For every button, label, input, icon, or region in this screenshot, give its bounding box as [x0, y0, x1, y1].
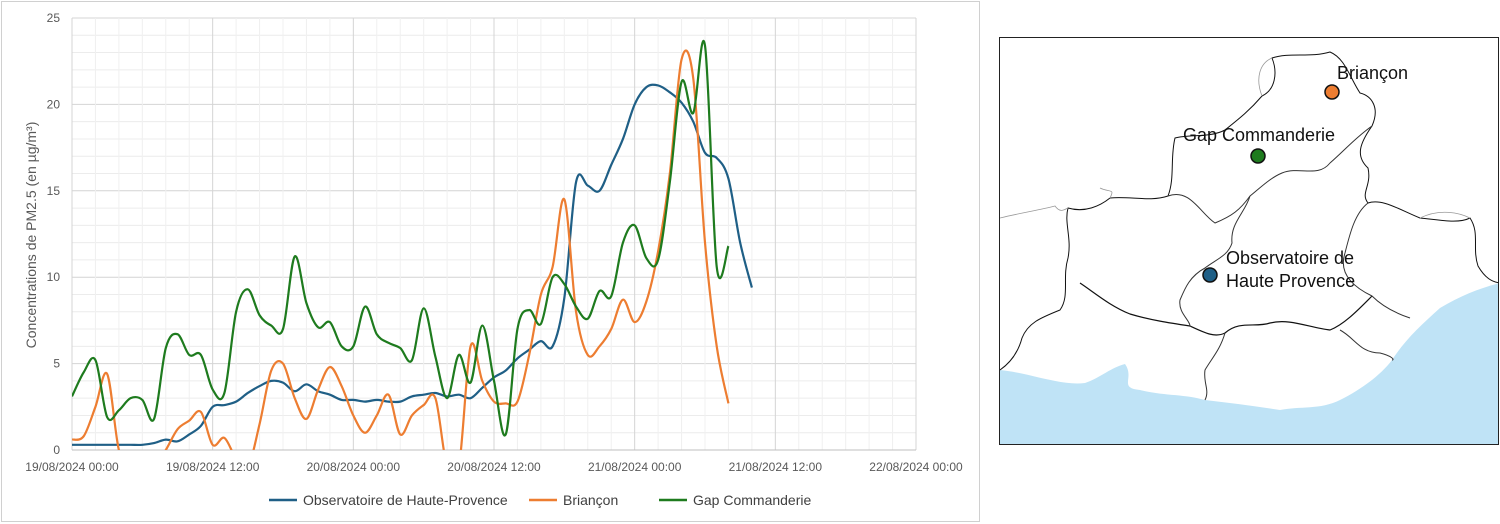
x-tick-label: 20/08/2024 00:00	[307, 460, 401, 474]
y-tick-label: 15	[47, 184, 61, 198]
x-tick-label: 19/08/2024 12:00	[166, 460, 260, 474]
sea-area	[1000, 283, 1498, 444]
y-tick-label: 25	[47, 11, 61, 25]
series-line-observatoire-de-haute-provence	[72, 83, 753, 447]
region-map: Briançon Gap Commanderie Observatoire de Ha…	[1000, 51, 1498, 444]
department-border	[1342, 202, 1411, 319]
chart-frame	[1, 1, 980, 522]
station-map: Briançon Gap Commanderie Observatoire de Ha…	[999, 37, 1499, 445]
x-tick-label: 22/08/2024 00:00	[869, 460, 963, 474]
series-line-gap-commanderie	[72, 40, 730, 437]
legend-label: Observatoire de Haute-Provence	[303, 492, 508, 508]
department-border	[1204, 332, 1226, 401]
station-label: Briançon	[1337, 63, 1408, 83]
station-marker	[1250, 148, 1266, 164]
legend-item: Observatoire de Haute-Provence	[269, 492, 508, 508]
pm25-chart-panel: 0 5 10 15 20 25 19/08/2024 00:00 19/08/2024 12:…	[1, 1, 980, 522]
station-label: Observatoire de	[1226, 248, 1354, 268]
y-tick-label: 5	[53, 357, 60, 371]
station-marker	[1202, 267, 1218, 283]
x-tick-label: 20/08/2024 12:00	[447, 460, 541, 474]
region-outline	[1000, 51, 1498, 371]
y-tick-label: 10	[47, 270, 61, 284]
x-tick-label: 21/08/2024 00:00	[588, 460, 682, 474]
x-tick-label: 19/08/2024 00:00	[25, 460, 119, 474]
legend-label: Gap Commanderie	[693, 492, 811, 508]
legend-label: Briançon	[563, 492, 618, 508]
x-tick-label: 21/08/2024 12:00	[729, 460, 823, 474]
station-label: Haute Provence	[1226, 271, 1355, 291]
legend-item: Gap Commanderie	[659, 492, 811, 508]
pm25-line-chart: 0 5 10 15 20 25 19/08/2024 00:00 19/08/2024 12:…	[23, 11, 963, 508]
department-border	[1179, 195, 1251, 327]
outside-border	[1000, 57, 1471, 219]
department-border	[1167, 125, 1373, 224]
y-tick-label: 0	[53, 443, 60, 457]
y-tick-label: 20	[47, 97, 61, 111]
y-axis-title: Concentrations de PM2.5 (en µg/m³)	[23, 122, 39, 349]
series-line-briancon	[72, 49, 730, 450]
station-label: Gap Commanderie	[1183, 125, 1335, 145]
department-border	[1339, 329, 1394, 361]
legend-item: Briançon	[529, 492, 618, 508]
station-marker	[1324, 84, 1340, 100]
